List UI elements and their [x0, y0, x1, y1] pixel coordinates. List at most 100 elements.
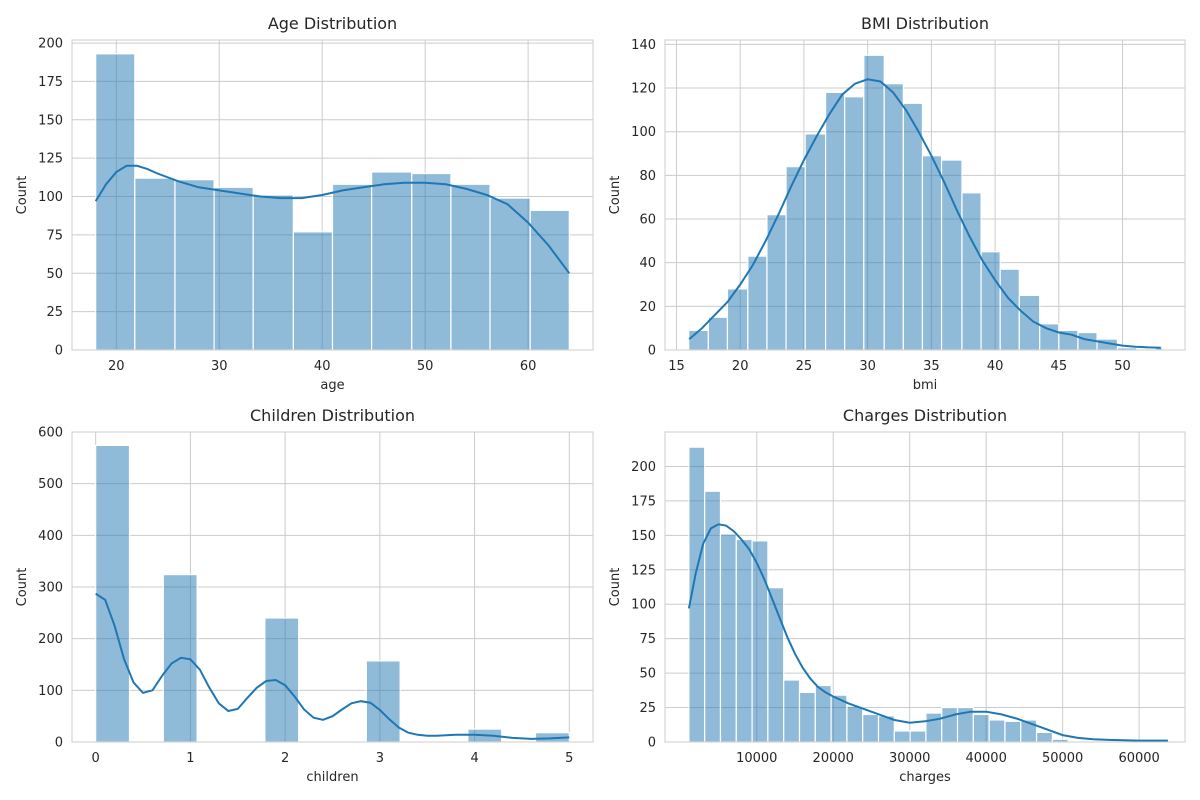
charges-y-axis-label: Count — [608, 568, 623, 607]
age-bar — [95, 53, 136, 351]
charges-bar — [988, 719, 1006, 743]
charges-xtick-label: 30000 — [889, 751, 930, 766]
charges-ytick-label: 175 — [631, 494, 656, 509]
children-panel: 0 100 200 300 400 500 600 0 1 2 3 4 5 Children Distri… — [15, 406, 594, 785]
bmi-bar — [824, 91, 846, 351]
bmi-bar — [804, 133, 827, 351]
age-bar — [292, 231, 334, 351]
bmi-bar — [902, 102, 924, 351]
charges-xtick-label: 10000 — [736, 751, 777, 766]
charges-ytick-label: 25 — [639, 701, 656, 716]
bmi-chart-title: BMI Distribution — [861, 14, 989, 33]
children-xtick-label: 1 — [186, 751, 194, 766]
bmi-axes-frame — [664, 39, 1186, 351]
age-ytick-label: 150 — [38, 113, 63, 128]
children-bar — [162, 573, 198, 743]
charges-xtick-label: 40000 — [965, 751, 1006, 766]
charges-ytick-label: 150 — [631, 529, 656, 544]
bmi-ytick-label: 0 — [648, 344, 656, 359]
age-xtick-label: 50 — [417, 359, 434, 374]
children-y-axis-label: Count — [15, 568, 30, 607]
charges-bar — [767, 587, 785, 743]
bmi-bar — [688, 329, 709, 351]
charges-chart-title: Charges Distribution — [843, 406, 1007, 425]
bmi-ytick-label: 80 — [639, 169, 656, 184]
bmi-xtick-label: 40 — [987, 359, 1004, 374]
charges-ytick-label: 50 — [639, 667, 656, 682]
children-bar — [365, 660, 401, 743]
bmi-xtick-label: 15 — [668, 359, 685, 374]
age-bar — [489, 197, 531, 351]
children-ytick-label: 0 — [55, 736, 63, 751]
children-bar — [95, 444, 131, 743]
bmi-bar — [980, 251, 1001, 351]
bmi-bar — [747, 255, 768, 351]
charges-ytick-label: 100 — [631, 598, 656, 613]
children-kde-line — [95, 592, 570, 740]
charges-kde-line — [687, 523, 1168, 742]
bmi-xtick-label: 45 — [1051, 359, 1068, 374]
age-xtick-label: 60 — [520, 359, 537, 374]
children-axes-frame — [71, 431, 594, 743]
children-xtick-label: 3 — [376, 751, 384, 766]
age-bar — [134, 177, 176, 351]
bmi-ytick-label: 120 — [631, 82, 656, 97]
charges-bar — [1004, 720, 1022, 743]
age-xtick-label: 40 — [314, 359, 331, 374]
children-xtick-label: 5 — [565, 751, 573, 766]
children-xtick-label: 0 — [92, 751, 100, 766]
bmi-y-axis-label: Count — [608, 176, 623, 215]
bmi-bar — [961, 192, 982, 351]
age-ytick-label: 75 — [46, 228, 63, 243]
bmi-bar — [1039, 323, 1060, 351]
age-bar — [213, 186, 254, 351]
bmi-xtick-label: 30 — [859, 359, 876, 374]
bmi-ytick-label: 60 — [639, 213, 656, 228]
age-xtick-label: 30 — [211, 359, 228, 374]
bmi-ytick-label: 40 — [639, 256, 656, 271]
children-ytick-label: 200 — [38, 632, 63, 647]
bmi-bar — [844, 96, 865, 351]
charges-bar — [909, 730, 927, 743]
age-axes-frame — [71, 39, 594, 351]
charges-bar — [941, 706, 959, 743]
children-ytick-label: 300 — [38, 581, 63, 596]
charges-bar — [893, 730, 911, 743]
bmi-bar — [999, 268, 1020, 351]
age-bar — [529, 209, 570, 351]
children-ytick-label: 100 — [38, 684, 63, 699]
age-bar — [450, 183, 491, 351]
bmi-xtick-label: 25 — [796, 359, 813, 374]
charges-xtick-label: 20000 — [813, 751, 854, 766]
bmi-bar — [883, 83, 904, 351]
age-ytick-label: 200 — [38, 37, 63, 52]
bmi-bar — [921, 155, 943, 351]
age-bar — [331, 183, 373, 351]
age-ytick-label: 50 — [46, 267, 63, 282]
charges-bar — [719, 533, 737, 743]
bmi-bar — [863, 54, 885, 351]
age-ytick-label: 100 — [38, 190, 63, 205]
bmi-ytick-label: 100 — [631, 125, 656, 140]
age-kde-line — [94, 164, 571, 274]
bmi-xtick-label: 35 — [923, 359, 940, 374]
bmi-bar — [940, 159, 963, 351]
charges-axes-frame — [664, 431, 1186, 743]
charges-bar — [798, 691, 816, 743]
charges-xtick-label: 50000 — [1042, 751, 1083, 766]
bmi-bar — [785, 166, 806, 351]
age-panel: 0 25 50 75 100 125 150 175 200 20 30 40 50 60 Age Dist… — [15, 14, 594, 393]
bmi-x-axis-label: bmi — [913, 378, 938, 393]
age-ytick-label: 125 — [38, 152, 63, 167]
age-bar — [371, 171, 413, 351]
charges-xtick-label: 60000 — [1118, 751, 1159, 766]
bmi-bar — [766, 214, 787, 351]
charges-bar — [783, 679, 801, 743]
age-y-axis-label: Count — [15, 176, 30, 215]
children-ytick-label: 500 — [38, 477, 63, 492]
children-ytick-label: 400 — [38, 529, 63, 544]
bmi-ytick-label: 140 — [631, 38, 656, 53]
charges-ytick-label: 0 — [648, 736, 656, 751]
age-ytick-label: 175 — [38, 75, 63, 90]
